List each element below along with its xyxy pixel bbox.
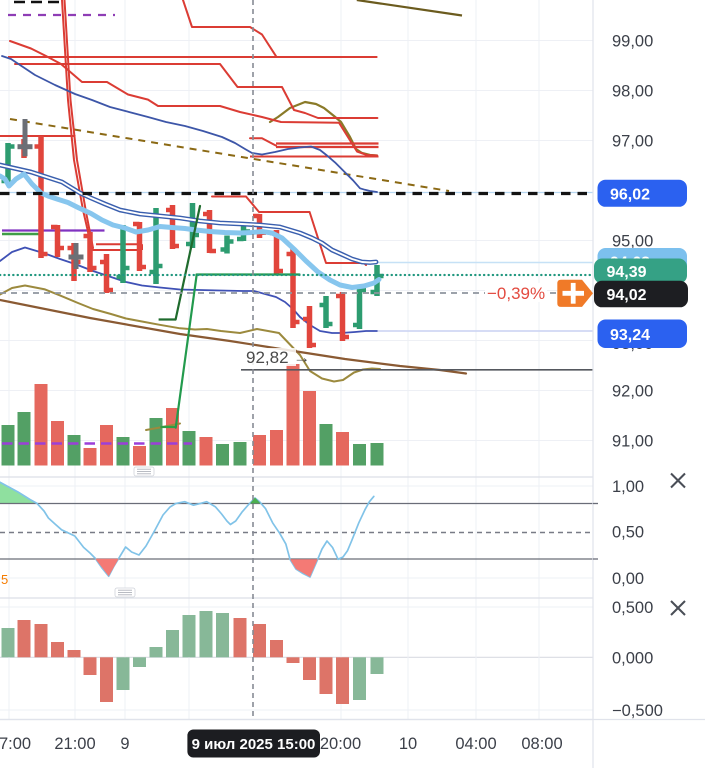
svg-text:91,00: 91,00 xyxy=(612,433,653,451)
svg-text:92,82 →: 92,82 → xyxy=(246,348,310,367)
svg-text:1,00: 1,00 xyxy=(612,478,644,496)
svg-text:5: 5 xyxy=(1,572,8,587)
svg-text:96,02: 96,02 xyxy=(610,186,650,203)
svg-text:0,00: 0,00 xyxy=(612,570,644,588)
svg-text:20:00: 20:00 xyxy=(320,735,361,753)
svg-text:94,02: 94,02 xyxy=(607,287,647,304)
svg-text:10: 10 xyxy=(399,735,417,753)
svg-text:97,00: 97,00 xyxy=(612,133,653,151)
svg-text:99,00: 99,00 xyxy=(612,33,653,51)
svg-text:98,00: 98,00 xyxy=(612,83,653,101)
svg-text:7:00: 7:00 xyxy=(0,735,31,753)
svg-text:9: 9 xyxy=(120,735,129,753)
svg-text:21:00: 21:00 xyxy=(54,735,95,753)
svg-text:0,000: 0,000 xyxy=(612,649,653,667)
svg-text:94,39: 94,39 xyxy=(607,264,647,281)
svg-text:08:00: 08:00 xyxy=(521,735,562,753)
svg-text:9 июл 2025 15:00: 9 июл 2025 15:00 xyxy=(192,736,316,753)
svg-text:0,500: 0,500 xyxy=(612,599,653,617)
svg-text:92,00: 92,00 xyxy=(612,383,653,401)
svg-text:−0,39%: −0,39% xyxy=(487,284,545,303)
svg-text:93,24: 93,24 xyxy=(610,327,650,344)
svg-text:0,50: 0,50 xyxy=(612,524,644,542)
svg-text:95,00: 95,00 xyxy=(612,233,653,251)
svg-text:04:00: 04:00 xyxy=(455,735,496,753)
svg-text:−0,500: −0,500 xyxy=(612,702,663,720)
